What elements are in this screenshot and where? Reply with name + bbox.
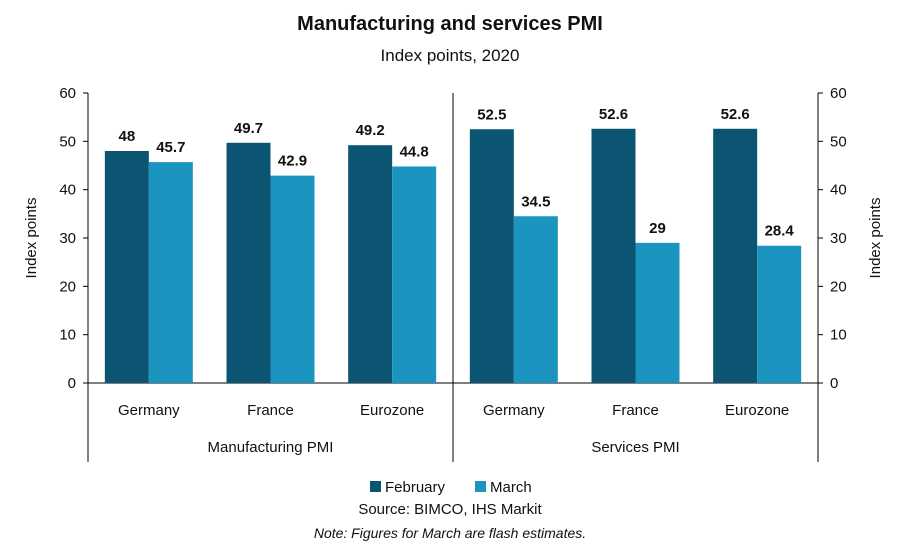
bar-february-services-pmi-eurozone [713,128,758,383]
category-label-eurozone: Eurozone [360,402,424,419]
bar-march-manufacturing-pmi-germany [148,162,193,383]
bar-march-services-pmi-france [635,242,680,383]
category-label-france: France [612,402,659,419]
bar-february-services-pmi-germany [469,129,514,383]
footnote: Note: Figures for March are flash estima… [314,525,586,541]
left-axis-label: Index points [23,198,40,279]
left-tick-label: 30 [59,230,76,247]
data-label-march-france: 29 [649,220,666,237]
category-label-france: France [247,402,294,419]
category-label-eurozone: Eurozone [725,402,789,419]
data-label-february-germany: 52.5 [477,106,506,123]
bar-march-services-pmi-germany [513,216,558,383]
bar-march-services-pmi-eurozone [757,245,802,383]
right-tick-label: 50 [830,133,847,150]
legend-swatch-february [370,481,381,492]
right-tick-label: 20 [830,278,847,295]
group-label-manufacturing-pmi: Manufacturing PMI [208,439,334,456]
left-tick-label: 60 [59,85,76,102]
source-note: Source: BIMCO, IHS Markit [358,501,542,518]
bar-february-services-pmi-france [591,128,636,383]
data-label-march-eurozone: 44.8 [400,143,429,160]
data-label-february-france: 49.7 [234,120,263,137]
right-tick-label: 60 [830,85,847,102]
left-tick-label: 0 [68,375,76,392]
left-tick-label: 20 [59,278,76,295]
data-label-february-germany: 48 [118,128,135,145]
data-label-february-eurozone: 52.6 [721,106,750,123]
data-label-march-france: 42.9 [278,153,307,170]
chart-subtitle: Index points, 2020 [381,46,520,65]
right-tick-label: 10 [830,327,847,344]
data-label-february-eurozone: 49.2 [356,122,385,139]
right-tick-label: 30 [830,230,847,247]
plot-area: 0 0 10 10 20 20 30 30 40 40 50 50 60 60 48 45.7 Germany 4… [59,85,847,462]
left-tick-label: 40 [59,182,76,199]
left-tick-label: 50 [59,133,76,150]
legend-label-february: February [385,479,446,496]
data-label-march-eurozone: 28.4 [765,223,795,240]
bar-march-manufacturing-pmi-eurozone [392,166,437,383]
bar-february-manufacturing-pmi-france [226,142,271,383]
data-label-march-germany: 34.5 [521,193,550,210]
data-label-february-france: 52.6 [599,106,628,123]
bar-march-manufacturing-pmi-france [270,175,315,383]
group-label-services-pmi: Services PMI [591,439,679,456]
category-label-germany: Germany [483,402,545,419]
right-axis-label: Index points [867,198,884,279]
right-tick-label: 40 [830,182,847,199]
right-tick-label: 0 [830,375,838,392]
chart-title: Manufacturing and services PMI [297,13,603,35]
data-label-march-germany: 45.7 [156,139,185,156]
bar-february-manufacturing-pmi-germany [104,151,149,383]
legend: February March [370,479,532,496]
legend-swatch-march [475,481,486,492]
left-tick-label: 10 [59,327,76,344]
category-label-germany: Germany [118,402,180,419]
legend-label-march: March [490,479,532,496]
bar-february-manufacturing-pmi-eurozone [348,145,393,383]
